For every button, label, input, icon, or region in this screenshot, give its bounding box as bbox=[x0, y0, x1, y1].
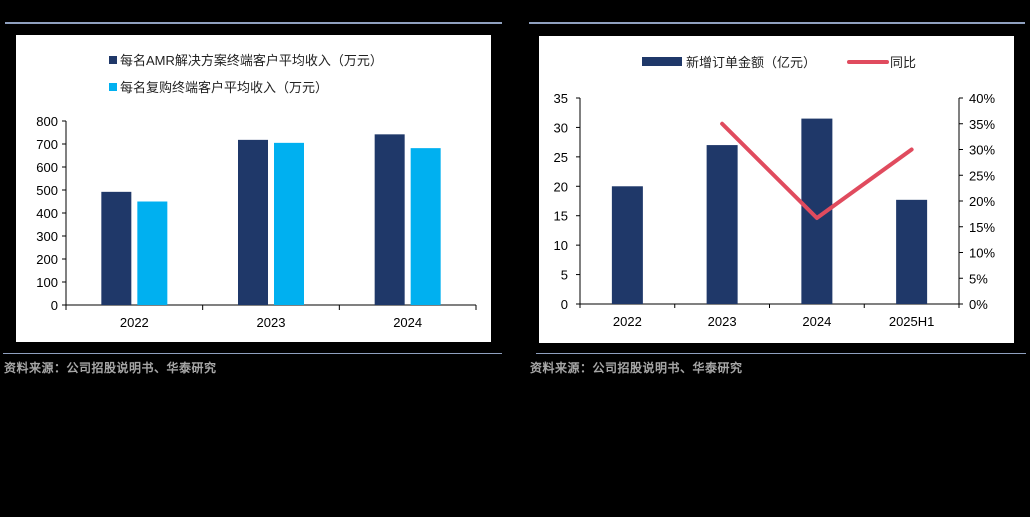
y-tick-label: 15 bbox=[554, 209, 568, 224]
left-source-note: 资料来源：公司招股说明书、华泰研究 bbox=[4, 361, 217, 375]
x-tick-label: 2024 bbox=[802, 314, 831, 329]
legend-label: 每名复购终端客户平均收入（万元） bbox=[120, 80, 328, 95]
legend-label: 同比 bbox=[890, 55, 916, 70]
legend-swatch bbox=[109, 83, 117, 91]
bar bbox=[896, 199, 928, 304]
y-tick-label: 30 bbox=[554, 120, 568, 135]
right-chart-panel: 新增订单金额（亿元） 同比 0 5 10 15 20 25 30 35 0% 5% 10% 15% 20% 2… bbox=[539, 36, 1014, 343]
y-tick-label: 600 bbox=[36, 160, 58, 175]
y-tick-label: 25 bbox=[554, 150, 568, 165]
bar bbox=[274, 142, 304, 305]
y2-tick-label: 25% bbox=[969, 168, 995, 183]
left-bottom-rule bbox=[3, 353, 502, 354]
bar bbox=[706, 145, 738, 304]
y2-tick-label: 0% bbox=[969, 297, 988, 312]
legend-swatch-bar bbox=[642, 57, 682, 66]
y2-tick-label: 15% bbox=[969, 220, 995, 235]
y2-tick-label: 10% bbox=[969, 246, 995, 261]
bar bbox=[101, 191, 132, 305]
y2-tick-label: 5% bbox=[969, 271, 988, 286]
right-source-note: 资料来源：公司招股说明书、华泰研究 bbox=[530, 361, 743, 375]
bar bbox=[137, 201, 168, 305]
right-bottom-rule bbox=[536, 353, 1026, 354]
legend-label: 新增订单金额（亿元） bbox=[686, 55, 816, 70]
bar bbox=[374, 134, 405, 305]
y2-tick-label: 35% bbox=[969, 117, 995, 132]
left-top-rule bbox=[5, 22, 502, 24]
y-tick-label: 0 bbox=[561, 297, 568, 312]
right-combo-chart: 新增订单金额（亿元） 同比 0 5 10 15 20 25 30 35 0% 5% 10% 15% 20% 2… bbox=[554, 55, 996, 329]
x-tick-label: 2024 bbox=[393, 315, 422, 330]
y2-tick-label: 40% bbox=[969, 91, 995, 106]
y-tick-label: 500 bbox=[36, 183, 58, 198]
y-tick-label: 10 bbox=[554, 238, 568, 253]
y-tick-label: 0 bbox=[51, 298, 58, 313]
yoy-line bbox=[720, 121, 914, 220]
x-tick-label: 2023 bbox=[708, 314, 737, 329]
x-tick-label: 2023 bbox=[257, 315, 286, 330]
y-tick-label: 400 bbox=[36, 206, 58, 221]
y-tick-label: 300 bbox=[36, 229, 58, 244]
x-tick-label: 2022 bbox=[120, 315, 149, 330]
y2-tick-label: 30% bbox=[969, 143, 995, 158]
left-chart-panel: 每名AMR解决方案终端客户平均收入（万元） 每名复购终端客户平均收入（万元） 0 10… bbox=[16, 35, 491, 342]
left-bar-chart: 每名AMR解决方案终端客户平均收入（万元） 每名复购终端客户平均收入（万元） 0 10… bbox=[36, 53, 477, 330]
x-tick-label: 2022 bbox=[613, 314, 642, 329]
y-tick-label: 200 bbox=[36, 252, 58, 267]
legend-swatch bbox=[109, 56, 117, 64]
bar bbox=[238, 139, 268, 305]
y2-tick-label: 20% bbox=[969, 194, 995, 209]
legend-label: 每名AMR解决方案终端客户平均收入（万元） bbox=[120, 53, 383, 68]
y-tick-label: 35 bbox=[554, 91, 568, 106]
y-tick-label: 800 bbox=[36, 114, 58, 129]
x-tick-label: 2025H1 bbox=[889, 314, 935, 329]
bar bbox=[410, 148, 441, 305]
y-tick-label: 20 bbox=[554, 179, 568, 194]
bar bbox=[611, 186, 643, 304]
y-tick-label: 5 bbox=[561, 268, 568, 283]
y-tick-label: 700 bbox=[36, 137, 58, 152]
right-top-rule bbox=[529, 22, 1025, 24]
y-tick-label: 100 bbox=[36, 275, 58, 290]
